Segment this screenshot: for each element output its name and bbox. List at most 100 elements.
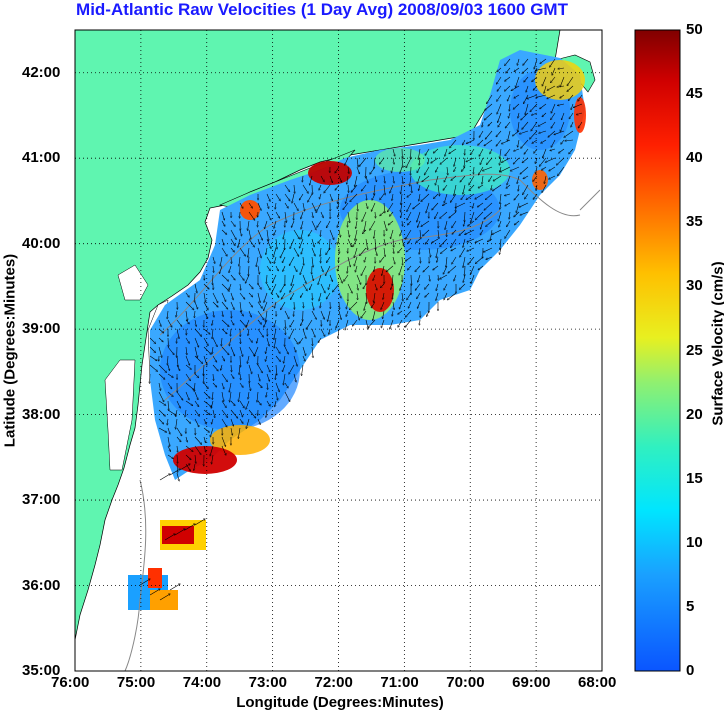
velocity-arrow bbox=[185, 319, 189, 324]
velocity-arrow bbox=[203, 292, 205, 302]
velocity-arrow bbox=[194, 436, 202, 444]
velocity-arrow bbox=[502, 157, 511, 162]
velocity-arrow bbox=[361, 184, 367, 191]
velocity-arrow bbox=[302, 328, 306, 338]
velocity-arrow bbox=[302, 346, 306, 356]
velocity-arrow bbox=[174, 529, 185, 536]
lat-tick-label: 36:00 bbox=[22, 576, 61, 594]
velocity-arrow bbox=[167, 445, 170, 451]
velocity-arrow bbox=[540, 58, 547, 63]
velocity-arrow bbox=[230, 400, 235, 405]
velocity-arrow bbox=[551, 139, 556, 147]
velocity-arrow bbox=[510, 166, 520, 171]
velocity-arrow bbox=[176, 400, 180, 408]
velocity-arrow bbox=[203, 445, 206, 452]
velocity-arrow bbox=[302, 184, 308, 193]
velocity-arrow bbox=[561, 139, 565, 144]
velocity-arrow bbox=[293, 229, 299, 239]
velocity-arrow bbox=[239, 301, 241, 312]
velocity-arrow bbox=[384, 175, 385, 183]
velocity-arrow bbox=[212, 274, 213, 284]
velocity-arrow bbox=[311, 256, 313, 267]
velocity-arrow bbox=[347, 283, 352, 293]
velocity-arrow bbox=[524, 94, 529, 103]
velocity-arrow bbox=[392, 256, 395, 264]
velocity-arrow bbox=[405, 319, 412, 327]
velocity-arrow bbox=[212, 391, 213, 399]
velocity-arrow bbox=[508, 112, 511, 118]
velocity-arrow bbox=[308, 193, 313, 202]
colorbar-tick-label: 40 bbox=[686, 149, 703, 167]
velocity-arrow bbox=[169, 584, 180, 591]
colorbar bbox=[634, 29, 681, 672]
velocity-arrow bbox=[392, 310, 393, 316]
velocity-arrow bbox=[527, 94, 538, 99]
velocity-arrow bbox=[490, 148, 493, 154]
velocity-arrow bbox=[472, 202, 475, 208]
velocity-arrow bbox=[167, 391, 173, 396]
lon-tick-label: 68:00 bbox=[578, 674, 617, 691]
velocity-arrow bbox=[371, 202, 376, 211]
velocity-arrow bbox=[149, 364, 157, 371]
velocity-arrow bbox=[471, 148, 475, 155]
colorbar-tick-label: 5 bbox=[686, 597, 695, 615]
velocity-arrow bbox=[505, 193, 511, 196]
velocity-arrow bbox=[337, 238, 340, 244]
velocity-arrow bbox=[463, 274, 466, 282]
velocity-arrow bbox=[496, 139, 502, 146]
velocity-arrow bbox=[532, 139, 538, 143]
velocity-arrow bbox=[505, 202, 511, 206]
velocity-arrow bbox=[383, 247, 385, 257]
velocity-arrow bbox=[257, 400, 261, 405]
velocity-arrow bbox=[483, 247, 493, 252]
velocity-arrow bbox=[419, 157, 420, 165]
velocity-arrow bbox=[509, 103, 510, 111]
velocity-arrow bbox=[320, 328, 325, 336]
velocity-arrow bbox=[257, 319, 261, 324]
velocity-arrow bbox=[425, 148, 430, 155]
velocity-arrow bbox=[366, 292, 367, 303]
velocity-arrow bbox=[239, 292, 245, 299]
colorbar-tick-label: 20 bbox=[686, 405, 703, 423]
velocity-arrow bbox=[275, 346, 280, 353]
velocity-arrow bbox=[487, 157, 493, 164]
velocity-arrow bbox=[221, 328, 227, 334]
velocity-arrow bbox=[569, 112, 574, 119]
velocity-arrow bbox=[248, 364, 252, 374]
velocity-arrow bbox=[348, 166, 349, 173]
velocity-arrow bbox=[248, 337, 252, 342]
velocity-arrow bbox=[565, 140, 574, 141]
velocity-arrow bbox=[536, 184, 537, 190]
velocity-arrow bbox=[221, 220, 225, 226]
velocity-arrow bbox=[275, 265, 278, 271]
velocity-arrow bbox=[355, 229, 358, 240]
velocity-arrow bbox=[257, 328, 263, 337]
velocity-arrow bbox=[195, 454, 196, 463]
velocity-arrow bbox=[158, 382, 161, 390]
velocity-arrow bbox=[441, 247, 448, 253]
velocity-arrow bbox=[266, 400, 270, 406]
velocity-arrow bbox=[435, 175, 439, 185]
velocity-arrow bbox=[461, 193, 466, 199]
velocity-arrow bbox=[418, 274, 421, 282]
velocity-arrow bbox=[230, 346, 235, 356]
velocity-arrow bbox=[353, 238, 358, 247]
velocity-arrow bbox=[393, 247, 394, 253]
velocity-arrow bbox=[497, 94, 502, 101]
velocity-arrow bbox=[158, 328, 164, 333]
velocity-arrow bbox=[485, 103, 493, 110]
velocity-arrow bbox=[317, 220, 322, 227]
velocity-arrow bbox=[291, 220, 295, 227]
velocity-arrow bbox=[320, 175, 324, 182]
velocity-arrow bbox=[257, 229, 262, 240]
velocity-arrow bbox=[423, 229, 430, 236]
velocity-arrow bbox=[186, 346, 187, 355]
velocity-arrow bbox=[465, 229, 475, 234]
velocity-arrow bbox=[542, 76, 547, 86]
velocity-arrow bbox=[419, 247, 420, 254]
velocity-arrow bbox=[531, 121, 538, 131]
velocity-arrow bbox=[407, 292, 412, 300]
velocity-arrow bbox=[221, 355, 224, 361]
velocity-arrow bbox=[433, 265, 439, 270]
velocity-arrow bbox=[454, 157, 457, 166]
